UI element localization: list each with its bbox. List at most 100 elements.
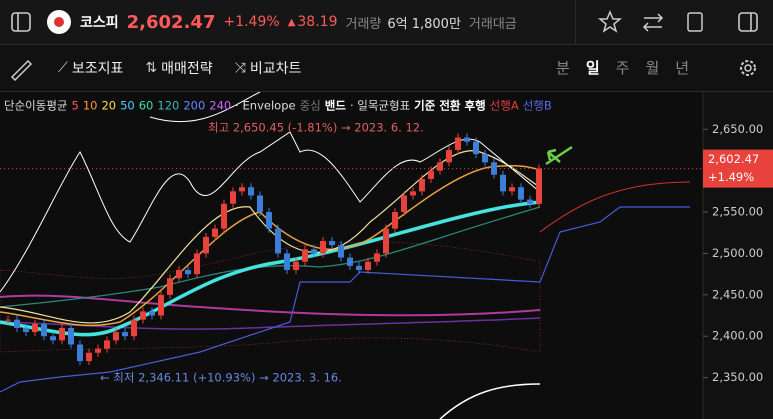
candle-body [419, 178, 425, 192]
candle-body [464, 137, 470, 142]
candle-body [167, 278, 173, 295]
change-pct: +1.49% [223, 14, 280, 30]
period-tab[interactable]: 월 [645, 59, 660, 77]
candle-body [77, 344, 83, 362]
ma-line [0, 150, 541, 324]
candle-body [230, 191, 236, 204]
settings-icon[interactable] [733, 53, 763, 83]
candle-body [140, 311, 146, 320]
candle-body [59, 327, 65, 341]
candle-body [482, 154, 488, 163]
price: 2,602.47 [126, 11, 216, 33]
candle-body [131, 319, 137, 337]
candle-body [68, 327, 74, 345]
toolbar-item[interactable]: 매매전략 [161, 61, 213, 77]
star-icon[interactable] [597, 10, 623, 33]
candle-body [239, 187, 245, 192]
candle-body [527, 199, 533, 204]
period-tab[interactable]: 년 [675, 59, 690, 77]
flag-icon [47, 10, 71, 34]
candle-body [221, 203, 227, 229]
candle-body [536, 168, 542, 204]
cloud-hatch [0, 241, 541, 353]
candle-body [437, 162, 443, 171]
candle-body [203, 236, 209, 254]
legend-text: 중심 [300, 99, 321, 113]
period-tab[interactable]: 주 [615, 59, 630, 77]
candle-body [14, 319, 20, 328]
legend-text: 후행 [465, 99, 486, 113]
y-tick-label: 2,350.00 [712, 370, 763, 384]
candle-body [383, 228, 389, 254]
low-annotation: ← 최저 2,346.11 (+10.93%) → 2023. 3. 16. [100, 371, 342, 385]
y-tick-label: 2,550.00 [712, 205, 763, 219]
price-tag-change: +1.49% [708, 170, 754, 184]
header: 코스피 2,602.47 +1.49% ▲ 38.19 거래량 6억 1,800… [0, 0, 773, 45]
ma-line [0, 200, 541, 337]
legend-text: · 일목균형표 [350, 99, 410, 113]
candle-body [347, 257, 353, 266]
candle-body [95, 348, 101, 353]
candle-body [410, 191, 416, 196]
legend-text: 기준 [414, 99, 436, 113]
legend-text: 200 [183, 99, 205, 113]
lag-line [439, 383, 541, 419]
change: 38.19 [297, 14, 338, 30]
candle-body [518, 187, 524, 200]
legend-text: 10 [83, 99, 98, 113]
y-tick-label: 2,500.00 [712, 246, 763, 260]
candle-body [329, 241, 335, 246]
memo-icon[interactable] [687, 12, 703, 32]
candle-body [158, 294, 164, 316]
price-axis [703, 92, 773, 419]
legend-text: 60 [139, 99, 154, 113]
legend-text: 선행B [523, 99, 552, 113]
candle-body [194, 253, 200, 275]
candle-body [392, 212, 398, 229]
y-tick-label: 2,450.00 [712, 287, 763, 301]
sidebar-icon[interactable] [0, 0, 44, 44]
volume-label: 거래량 [345, 16, 382, 32]
legend-text: 20 [101, 99, 116, 113]
candle-body [500, 174, 506, 192]
candle-body [176, 269, 182, 279]
arrow [546, 148, 561, 163]
volume: 6억 1,800만 [387, 16, 461, 32]
candle-body [302, 249, 308, 262]
toolbar-item[interactable]: 비교차트 [249, 61, 302, 77]
panel-icon[interactable] [738, 12, 758, 32]
candle-body [311, 249, 317, 254]
candle-body [401, 195, 407, 213]
candle-body [41, 323, 47, 337]
envelope-line [0, 131, 541, 293]
candle-body [248, 187, 254, 196]
indicator-legend: 단순이동평균 5 10 20 50 60 120 200 240 · Envelope 중심 밴드 · … [4, 99, 552, 113]
y-tick-label: 2,650.00 [712, 122, 763, 136]
candle-body [266, 212, 272, 229]
candle-body [113, 332, 119, 341]
legend-text: 단순이동평균 [4, 99, 67, 113]
candle-body [149, 311, 155, 316]
toolbar-item[interactable]: 보조지표 [71, 61, 124, 77]
candle-body [509, 187, 515, 192]
high-annotation: 최고 2,650.45 (-1.81%) → 2023. 6. 12. [208, 121, 424, 135]
legend-text: 선행A [490, 99, 519, 113]
candle-body [320, 241, 326, 254]
chart: 단순이동평균 5 10 20 50 60 120 200 240 · Envelope 중심 밴드 · … [0, 92, 773, 419]
candle-body [338, 245, 344, 258]
legend-text: 밴드 [325, 99, 347, 113]
period-tab[interactable]: 분 [556, 59, 570, 77]
candle-body [428, 170, 434, 179]
draw-icon[interactable] [0, 53, 44, 83]
period-tab[interactable]: 일 [585, 59, 600, 77]
candle-body [104, 340, 110, 349]
action-icons [597, 10, 758, 33]
candle-body [257, 195, 263, 213]
ma-line [0, 317, 541, 330]
swap-icon[interactable] [642, 13, 664, 32]
y-tick-label: 2,400.00 [712, 329, 763, 343]
legend-text: 120 [157, 99, 179, 113]
